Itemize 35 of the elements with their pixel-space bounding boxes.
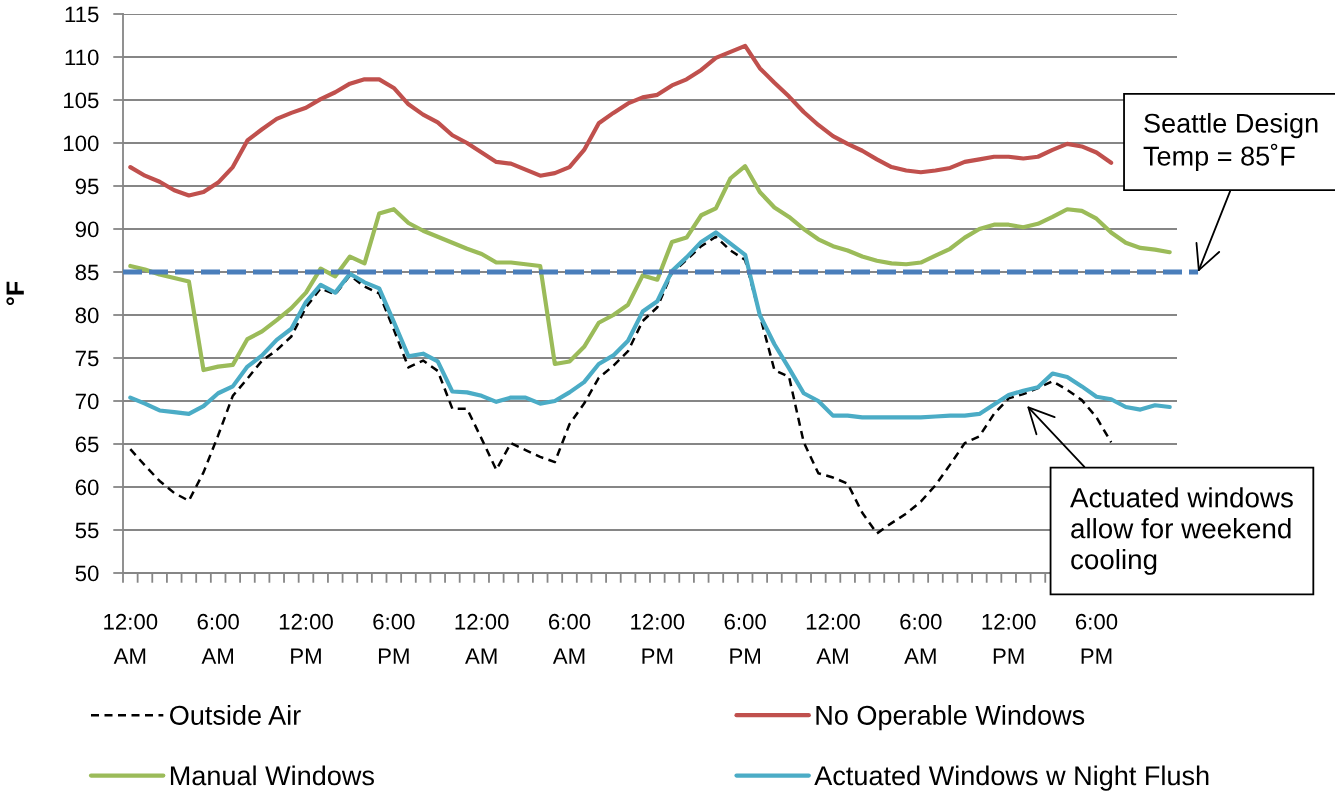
x-tick-label: 12:00 PM <box>279 613 333 664</box>
y-tick-label: 110 <box>65 49 99 66</box>
y-tick-label: 100 <box>64 135 99 152</box>
legend-label: Actuated Windows w Night Flush <box>814 765 1209 791</box>
y-tick-label: 50 <box>75 565 99 582</box>
y-tick-label: 55 <box>75 522 99 539</box>
y-tick-label: 75 <box>75 350 99 367</box>
y-tick-label: 90 <box>75 221 99 238</box>
x-tick-label: 12:00 AM <box>455 613 509 664</box>
legend-label: No Operable Windows <box>816 705 1085 731</box>
y-tick-label: 95 <box>75 178 99 195</box>
x-tick-label: 6:00 AM <box>900 613 942 664</box>
x-tick-label: 12:00 AM <box>806 613 860 664</box>
y-tick-label: 115 <box>65 6 99 23</box>
line-series <box>128 230 1172 420</box>
y-tick-label: 80 <box>75 307 99 324</box>
ref-line-label: Seattle Design Temp = 85˚F <box>1143 112 1318 172</box>
y-tick-label: 70 <box>75 393 99 410</box>
legend-label: Manual Windows <box>170 765 374 786</box>
annotation: Actuated windows allow for weekend cooling <box>1070 487 1293 575</box>
x-tick-label: 6:00 AM <box>548 613 591 664</box>
x-tick-label: 6:00 PM <box>1075 613 1118 664</box>
y-tick-label: 65 <box>75 436 99 453</box>
y-axis-title: °F <box>6 281 24 306</box>
x-tick-label: 6:00 PM <box>724 613 766 664</box>
x-tick-label: 12:00 PM <box>631 613 685 664</box>
y-tick-label: 60 <box>75 479 99 496</box>
x-tick-label: 12:00 PM <box>982 613 1036 664</box>
y-tick-label: 105 <box>64 92 99 109</box>
legend-label: Outside Air <box>170 705 301 725</box>
x-tick-label: 6:00 AM <box>197 613 239 664</box>
x-tick-label: 6:00 PM <box>373 613 415 664</box>
line-series <box>128 43 1114 198</box>
x-tick-label: 12:00 AM <box>104 613 158 664</box>
y-tick-label: 85 <box>75 264 99 281</box>
